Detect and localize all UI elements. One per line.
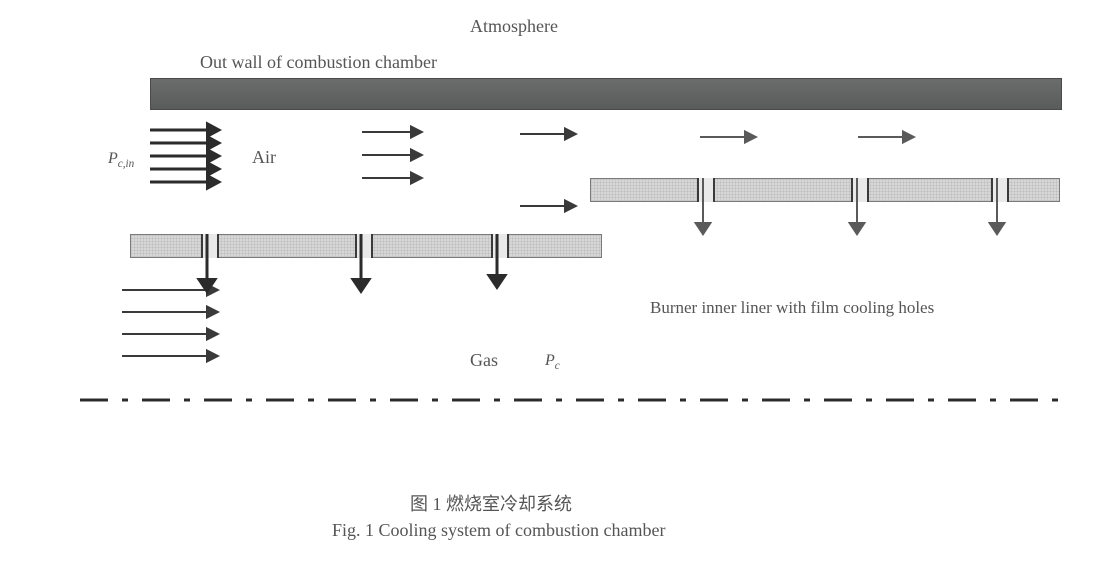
arrow-down (985, 178, 1009, 236)
label-p_c_in: Pc,in (108, 150, 134, 170)
arrow-right (362, 122, 424, 142)
arrow-right (122, 302, 220, 322)
label-p_c-main: P (545, 352, 555, 369)
arrow-right (362, 145, 424, 165)
arrow-right (150, 170, 222, 194)
label-liner_label: Burner inner liner with film cooling hol… (650, 298, 934, 318)
label-air: Air (252, 147, 276, 168)
label-p_c_in-sub: c,in (118, 158, 134, 170)
arrow-down (193, 234, 221, 294)
arrow-down (691, 178, 715, 236)
diagram-stage: Atmosphere Out wall of combustion chamber… (0, 0, 1101, 573)
arrow-right (122, 346, 220, 366)
arrow-down (845, 178, 869, 236)
label-p_c_in-main: P (108, 150, 118, 167)
arrow-right (122, 324, 220, 344)
arrow-down (483, 234, 511, 290)
centerline (80, 396, 1060, 404)
label-gas: Gas (470, 350, 498, 371)
label-caption_en: Fig. 1 Cooling system of combustion cham… (332, 520, 665, 541)
arrow-right (858, 127, 916, 147)
outer-wall (150, 78, 1062, 110)
arrow-right (700, 127, 758, 147)
arrow-down (347, 234, 375, 294)
label-p_c-sub: c (555, 360, 560, 372)
arrow-right (520, 196, 578, 216)
label-atmosphere: Atmosphere (470, 16, 558, 37)
arrow-right (520, 124, 578, 144)
arrow-right (362, 168, 424, 188)
label-p_c: Pc (545, 352, 560, 372)
label-outwall: Out wall of combustion chamber (200, 52, 437, 73)
label-caption_cn: 图 1 燃烧室冷却系统 (410, 490, 572, 516)
